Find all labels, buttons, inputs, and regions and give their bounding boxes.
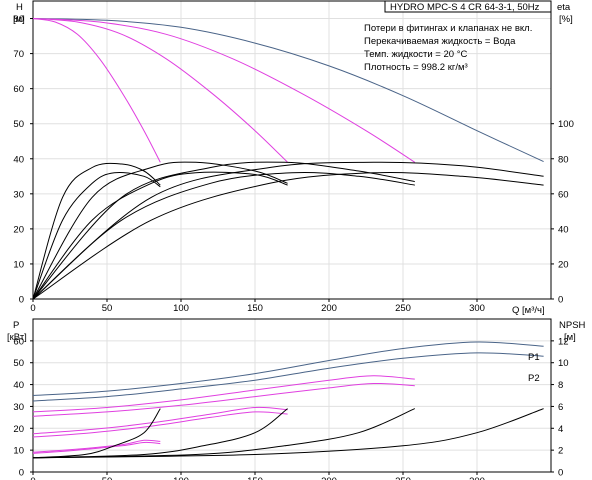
y-right-label-top: eta: [557, 2, 571, 13]
y-left-tick-label-top: 50: [13, 119, 24, 130]
y-left-tick-label-top: 0: [19, 295, 24, 306]
y-right-tick-label-top: 100: [558, 119, 574, 130]
y-right-unit-top: [%]: [559, 14, 573, 25]
y-right-unit-bottom: [м]: [564, 332, 576, 343]
eta-curve-top-5: [32, 172, 161, 300]
x-tick-label-bottom: 150: [247, 476, 263, 480]
plot-frame-top: [32, 0, 552, 300]
x-axis-label: Q [м³/ч]: [512, 305, 545, 316]
y-left-tick-label-top: 70: [13, 49, 24, 60]
y-left-tick-label-bottom: 20: [13, 424, 24, 435]
x-tick-label-bottom: 300: [469, 476, 485, 480]
y-left-tick-label-top: 20: [13, 224, 24, 235]
head-curve-top-2: [32, 18, 288, 163]
y-right-tick-label-top: 40: [558, 224, 569, 235]
eta-curve-top-11: [32, 172, 544, 300]
eta-curve-top-9: [32, 172, 415, 300]
x-tick-label-top: 300: [469, 303, 485, 314]
note-line-3: Темп. жидкости = 20 °C: [364, 49, 467, 60]
x-tick-label-top: 0: [30, 303, 35, 314]
npsh-curve-bottom-8: [32, 408, 544, 459]
y-left-tick-label-bottom: 30: [13, 402, 24, 413]
y-left-tick-label-top: 60: [13, 84, 24, 95]
y-right-tick-label-bottom: 10: [558, 358, 569, 369]
y-left-tick-label-bottom: 40: [13, 380, 24, 391]
eta-curve-top-7: [32, 171, 288, 300]
power-curve-bottom-6: [32, 439, 161, 453]
x-tick-label-bottom: 200: [321, 476, 337, 480]
power-curve-bottom-5: [32, 411, 288, 438]
npsh-curve-bottom-9: [32, 408, 415, 459]
y-right-tick-label-bottom: 0: [558, 468, 563, 479]
y-right-tick-label-top: 0: [558, 295, 563, 306]
y-right-tick-label-bottom: 4: [558, 424, 563, 435]
chart-title: HYDRO MPC-S 4 CR 64-3-1, 50Hz: [390, 2, 540, 13]
power-curve-bottom-4: [32, 406, 288, 435]
y-right-tick-label-bottom: 12: [558, 336, 569, 347]
y-left-tick-label-bottom: 10: [13, 446, 24, 457]
power-curve-bottom-1: [32, 352, 544, 402]
x-tick-label-top: 50: [102, 303, 113, 314]
x-tick-label-top: 200: [321, 303, 337, 314]
y-left-unit-bottom: [кВт]: [7, 332, 27, 343]
y-right-tick-label-top: 60: [558, 189, 569, 200]
y-left-tick-label-top: 40: [13, 154, 24, 165]
y-left-tick-label-top: 80: [13, 14, 24, 25]
x-tick-label-bottom: 250: [395, 476, 411, 480]
series-label-p1: P1: [528, 352, 540, 363]
head-curve-top-3: [32, 18, 161, 163]
y-left-tick-label-top: 10: [13, 259, 24, 270]
series-bottom: [32, 341, 544, 459]
note-line-2: Перекачиваемая жидкость = Вода: [364, 36, 516, 47]
axis-ticks: 0 50 100 150 200 250 3000102030405060708002040…: [13, 14, 573, 480]
y-right-tick-label-bottom: 6: [558, 402, 563, 413]
eta-curve-top-4: [32, 162, 161, 300]
y-right-tick-label-bottom: 2: [558, 446, 563, 457]
y-right-tick-label-bottom: 8: [558, 380, 563, 391]
npsh-curve-bottom-11: [32, 408, 161, 459]
eta-curve-top-6: [32, 161, 288, 300]
y-left-tick-label-top: 30: [13, 189, 24, 200]
y-right-tick-label-top: 20: [558, 259, 569, 270]
y-left-tick-label-bottom: 60: [13, 336, 24, 347]
chart-title-box: [384, 0, 552, 13]
head-curve-top-1: [32, 18, 416, 163]
x-tick-label-top: 100: [173, 303, 189, 314]
power-curve-bottom-7: [32, 441, 161, 454]
y-left-label-top: H: [16, 2, 23, 13]
y-right-label-bottom: NPSH: [559, 320, 586, 331]
npsh-curve-bottom-10: [32, 408, 288, 459]
series-label-p2: P2: [528, 373, 540, 384]
y-left-unit-top: [м]: [13, 14, 25, 25]
power-curve-bottom-3: [32, 382, 415, 417]
x-tick-label-bottom: 100: [173, 476, 189, 480]
head-curve-top-0: [32, 18, 544, 163]
eta-curve-top-8: [32, 161, 415, 300]
series-top: [32, 18, 544, 300]
x-tick-label-bottom: 0: [30, 476, 35, 480]
eta-curve-top-10: [32, 161, 544, 300]
x-tick-label-bottom: 50: [102, 476, 113, 480]
y-right-tick-label-top: 80: [558, 154, 569, 165]
y-left-tick-label-bottom: 0: [19, 468, 24, 479]
y-left-label-bottom: P: [13, 320, 19, 331]
power-curve-bottom-0: [32, 341, 544, 396]
power-curve-bottom-2: [32, 375, 415, 413]
x-tick-label-top: 150: [247, 303, 263, 314]
y-left-tick-label-bottom: 50: [13, 358, 24, 369]
note-line-1: Потери в фитингах и клапанах не вкл.: [364, 23, 532, 34]
x-tick-label-top: 250: [395, 303, 411, 314]
note-line-4: Плотность = 998.2 кг/м³: [364, 62, 468, 73]
